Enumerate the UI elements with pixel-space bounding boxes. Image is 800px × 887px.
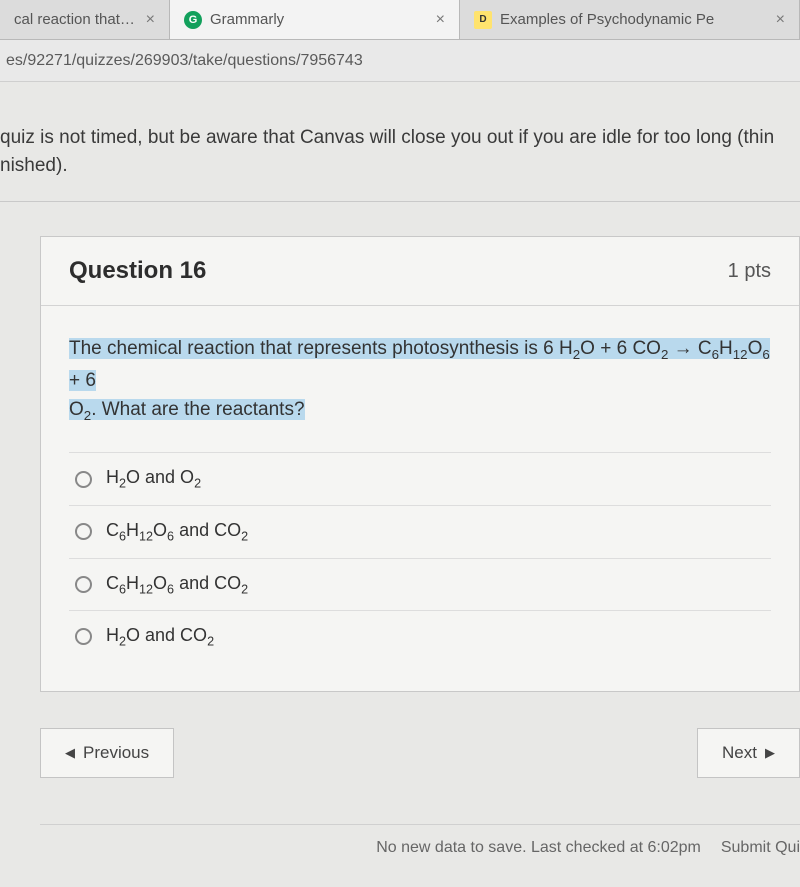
radio-icon [75, 628, 92, 645]
option-d[interactable]: H2O and CO2 [69, 611, 771, 663]
tab-title: Grammarly [210, 11, 428, 28]
next-button[interactable]: Next ▶ [697, 728, 800, 778]
close-icon[interactable]: × [776, 11, 785, 29]
option-text: H2O and CO2 [106, 625, 214, 649]
radio-icon [75, 471, 92, 488]
chevron-right-icon: ▶ [765, 745, 775, 761]
question-card: Question 16 1 pts The chemical reaction … [40, 236, 800, 692]
close-icon[interactable]: × [436, 11, 445, 29]
option-c[interactable]: C6H12O6 and CO2 [69, 559, 771, 612]
close-icon[interactable]: × [146, 11, 155, 29]
answer-options: H2O and O2 C6H12O6 and CO2 C6H12O6 and C… [69, 452, 771, 662]
tab-grammarly[interactable]: G Grammarly × [170, 0, 460, 39]
dictionary-icon: D [474, 11, 492, 29]
question-points: 1 pts [728, 260, 771, 283]
tab-chemical-reaction[interactable]: cal reaction that repre × [0, 0, 170, 39]
question-stem: The chemical reaction that represents ph… [69, 334, 771, 426]
question-header: Question 16 1 pts [41, 237, 799, 306]
option-text: H2O and O2 [106, 467, 201, 491]
question-number: Question 16 [69, 257, 206, 285]
url-bar[interactable]: es/92271/quizzes/269903/take/questions/7… [0, 40, 800, 82]
option-text: C6H12O6 and CO2 [106, 573, 248, 597]
save-status-row: No new data to save. Last checked at 6:0… [40, 824, 800, 857]
quiz-notice: quiz is not timed, but be aware that Can… [0, 82, 800, 202]
tab-title: Examples of Psychodynamic Pe [500, 11, 768, 28]
chevron-left-icon: ◀ [65, 745, 75, 761]
option-b[interactable]: C6H12O6 and CO2 [69, 506, 771, 559]
option-text: C6H12O6 and CO2 [106, 520, 248, 544]
tab-psychodynamic[interactable]: D Examples of Psychodynamic Pe × [460, 0, 800, 39]
submit-quiz-button[interactable]: Submit Qui [721, 839, 800, 857]
radio-icon [75, 576, 92, 593]
tab-title: cal reaction that repre [14, 11, 138, 28]
grammarly-icon: G [184, 11, 202, 29]
browser-tabstrip: cal reaction that repre × G Grammarly × … [0, 0, 800, 40]
url-text: es/92271/quizzes/269903/take/questions/7… [6, 52, 363, 70]
previous-button[interactable]: ◀ Previous [40, 728, 174, 778]
option-a[interactable]: H2O and O2 [69, 453, 771, 506]
radio-icon [75, 523, 92, 540]
question-nav: ◀ Previous Next ▶ [40, 728, 800, 778]
save-status: No new data to save. Last checked at 6:0… [376, 839, 701, 857]
